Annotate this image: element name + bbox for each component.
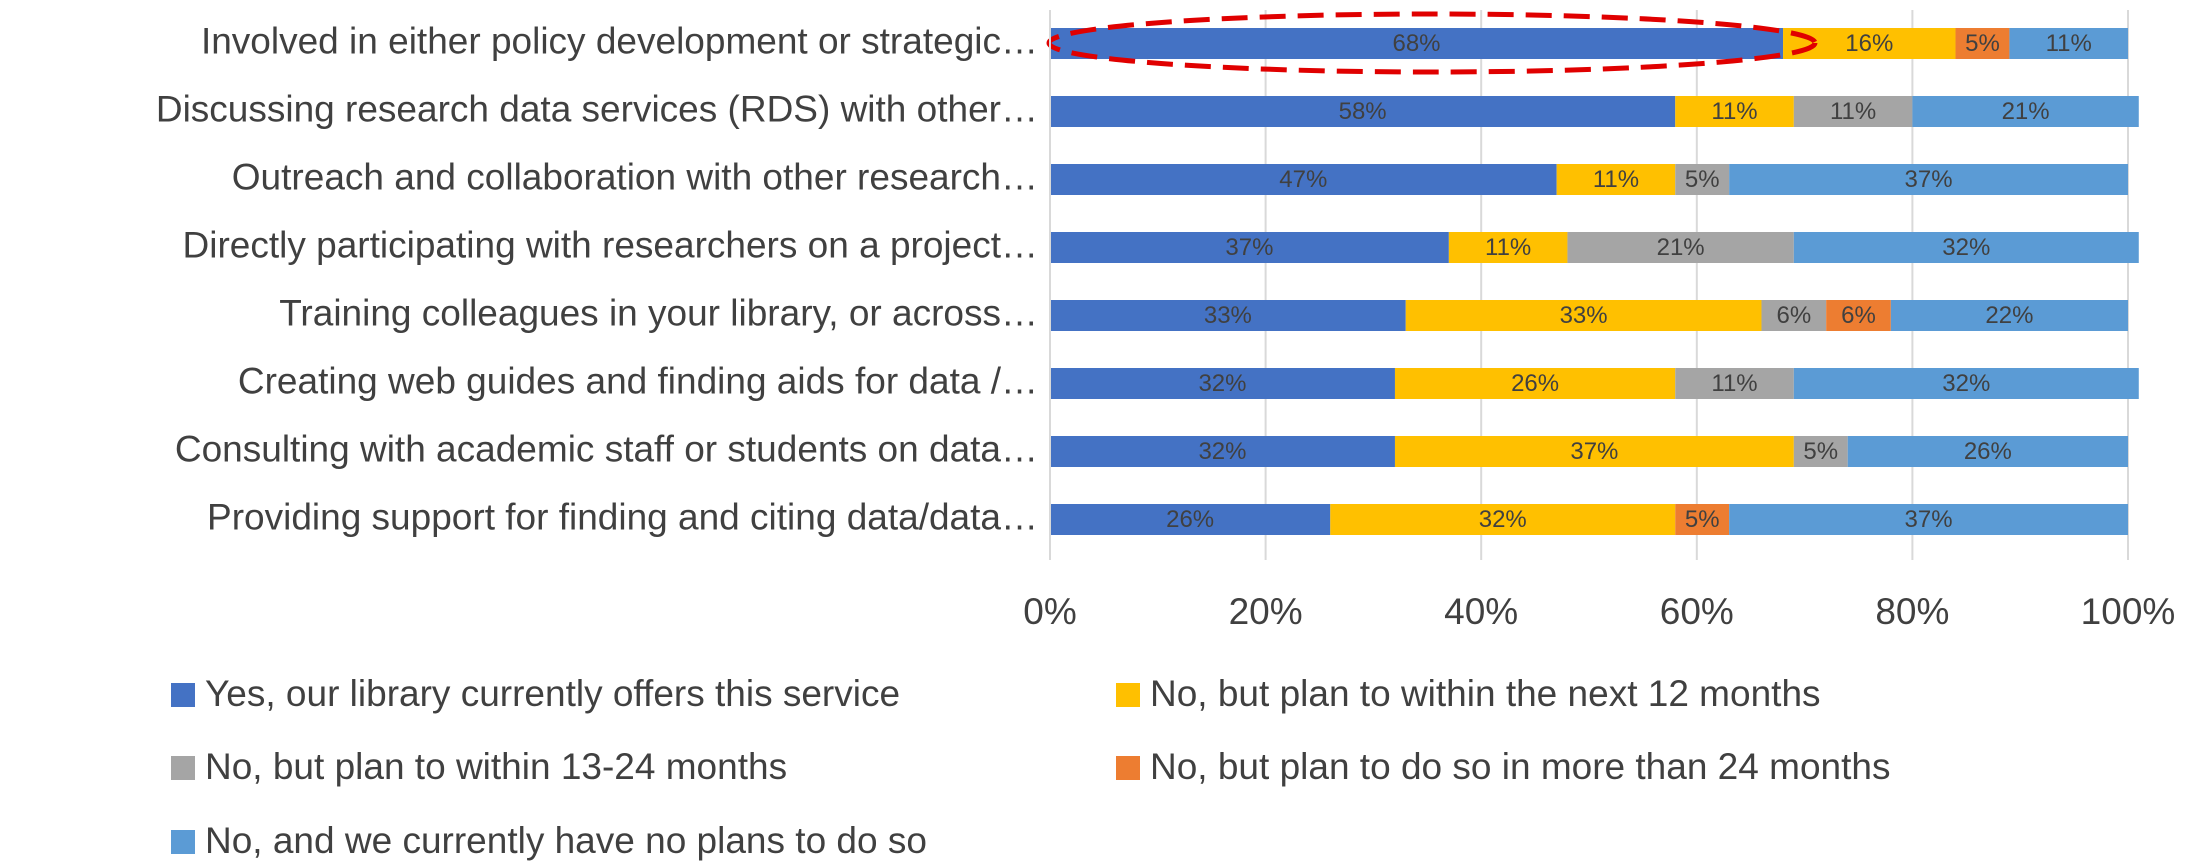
- value-label: 37%: [1225, 234, 1273, 261]
- legend-label: No, and we currently have no plans to do…: [205, 820, 927, 861]
- bar-segment: [1330, 504, 1676, 535]
- legend-swatch: [171, 683, 195, 707]
- x-tick-label: 20%: [1229, 591, 1303, 632]
- legend-label: No, but plan to within 13-24 months: [205, 746, 787, 787]
- bar-segment: [1783, 28, 1956, 59]
- value-label: 11%: [2046, 30, 2092, 57]
- x-tick-label: 80%: [1875, 591, 1949, 632]
- x-tick-label: 0%: [1023, 591, 1076, 632]
- x-tick-label: 60%: [1660, 591, 1734, 632]
- legend-swatch: [1116, 756, 1140, 780]
- y-tick-label: Providing support for finding and citing…: [207, 496, 1038, 537]
- value-label: 6%: [1841, 302, 1876, 329]
- y-tick-label: Consulting with academic staff or studen…: [175, 428, 1038, 469]
- y-tick-label: Training colleagues in your library, or …: [279, 292, 1038, 333]
- bar-segment: [1675, 504, 1730, 535]
- bar-segment: [1050, 504, 1331, 535]
- bar-segment: [1050, 368, 1395, 399]
- y-tick-label: Outreach and collaboration with other re…: [232, 156, 1038, 197]
- bar-segment: [1556, 164, 1676, 195]
- value-label: 11%: [1485, 234, 1531, 261]
- grid: [1049, 10, 2129, 560]
- bar-segment: [1567, 232, 1794, 263]
- bar-segment: [1729, 164, 2128, 195]
- bar-segment: [1675, 368, 1794, 399]
- bar-segment: [1448, 232, 1568, 263]
- bar-segment: [1793, 96, 1913, 127]
- bar-segment: [1793, 368, 2139, 399]
- value-label: 32%: [1479, 506, 1527, 533]
- bar-segment: [1675, 96, 1794, 127]
- legend-swatch: [1116, 683, 1140, 707]
- value-label: 21%: [2002, 98, 2050, 125]
- bar-segment: [1050, 164, 1557, 195]
- value-label: 58%: [1339, 98, 1387, 125]
- bar-segment: [1761, 300, 1827, 331]
- legend-swatch: [171, 756, 195, 780]
- bar-segment: [1890, 300, 2128, 331]
- bar-segment: [1050, 96, 1676, 127]
- value-label: 5%: [1685, 506, 1720, 533]
- value-label: 32%: [1198, 370, 1246, 397]
- value-label: 37%: [1905, 166, 1953, 193]
- bar-segment: [1394, 368, 1676, 399]
- y-tick-label: Directly participating with researchers …: [183, 224, 1038, 265]
- bar-segment: [1050, 436, 1395, 467]
- bar-segment: [1394, 436, 1794, 467]
- value-label: 6%: [1776, 302, 1811, 329]
- value-label: 33%: [1204, 302, 1252, 329]
- bar-segment: [1405, 300, 1762, 331]
- value-label: 5%: [1803, 438, 1838, 465]
- value-label: 26%: [1964, 438, 2012, 465]
- value-label: 37%: [1905, 506, 1953, 533]
- value-label: 68%: [1392, 30, 1440, 57]
- value-label: 11%: [1711, 98, 1757, 125]
- bars: [1050, 28, 2139, 535]
- value-label: 16%: [1845, 30, 1893, 57]
- bar-segment: [2009, 28, 2128, 59]
- x-tick-label: 100%: [2081, 591, 2176, 632]
- value-label: 22%: [1985, 302, 2033, 329]
- legend-label: Yes, our library currently offers this s…: [205, 673, 900, 714]
- value-label: 32%: [1942, 370, 1990, 397]
- value-label: 21%: [1657, 234, 1705, 261]
- bar-segment: [1826, 300, 1891, 331]
- y-tick-label: Creating web guides and finding aids for…: [238, 360, 1038, 401]
- value-label: 33%: [1560, 302, 1608, 329]
- value-label: 32%: [1942, 234, 1990, 261]
- bar-segment: [1050, 28, 1784, 59]
- value-label: 26%: [1166, 506, 1214, 533]
- y-tick-label: Discussing research data services (RDS) …: [156, 88, 1038, 129]
- bar-segment: [1050, 232, 1449, 263]
- bar-segment: [1955, 28, 2010, 59]
- y-tick-label: Involved in either policy development or…: [201, 20, 1038, 61]
- bar-segment: [1793, 436, 1848, 467]
- bar-segment: [1729, 504, 2128, 535]
- legend-label: No, but plan to within the next 12 month…: [1150, 673, 1821, 714]
- bar-segment: [1793, 232, 2139, 263]
- value-label: 26%: [1511, 370, 1559, 397]
- value-label: 11%: [1593, 166, 1639, 193]
- legend-label: No, but plan to do so in more than 24 mo…: [1150, 746, 1890, 787]
- value-label: 5%: [1965, 30, 2000, 57]
- value-label: 32%: [1198, 438, 1246, 465]
- x-tick-label: 40%: [1444, 591, 1518, 632]
- bar-segment: [1912, 96, 2139, 127]
- bar-segment: [1675, 164, 1730, 195]
- bar-segment: [1847, 436, 2128, 467]
- value-label: 5%: [1685, 166, 1720, 193]
- value-label: 11%: [1711, 370, 1757, 397]
- bar-segment: [1050, 300, 1406, 331]
- value-label: 47%: [1279, 166, 1327, 193]
- value-label: 11%: [1830, 98, 1876, 125]
- legend-swatch: [171, 830, 195, 854]
- value-label: 37%: [1570, 438, 1618, 465]
